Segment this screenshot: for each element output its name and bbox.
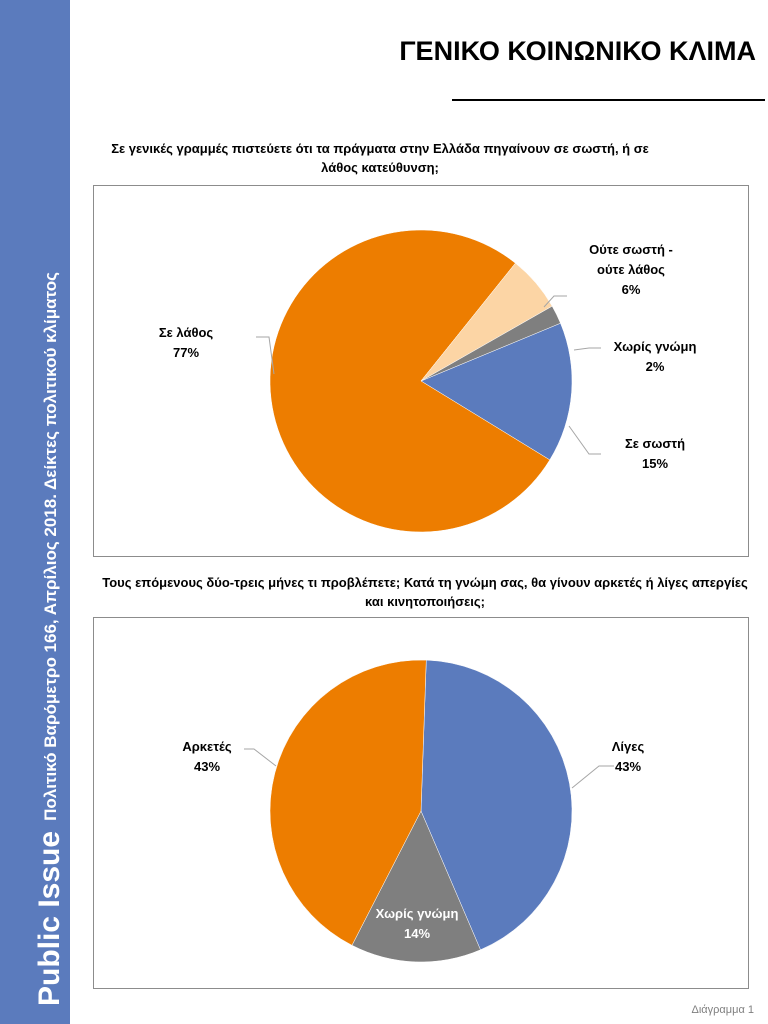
chart2-value-λιγες: 43% [615, 759, 641, 774]
chart2-leader-line-0 [571, 765, 614, 789]
chart1-slice-3 [420, 305, 561, 382]
chart1-label-χωρις-γνωμη: Χωρίς γνώμη [614, 339, 697, 354]
chart1-question: Σε γενικές γραμμές πιστεύετε ότι τα πράγ… [111, 141, 649, 175]
chart1-label-ουτε-σωστη-ουτε-λαθος-0: Ούτε σωστή - [589, 242, 673, 257]
chart1-slice-1 [269, 229, 551, 533]
chart2-svg: Λίγες 43% Χωρίς γνώμη 14% Αρκετές 43% [182, 659, 645, 963]
chart1-value-σε-σωστη: 15% [642, 456, 668, 471]
chart1-svg: Ούτε σωστή - ούτε λάθος 6% Σε λάθος 77% Χωρίς… [159, 229, 697, 533]
chart1-leader-line-1 [256, 336, 275, 375]
chart2-slice-0 [420, 659, 573, 951]
chart1-label-σε-λαθος: Σε λάθος [159, 325, 214, 340]
chart1-value-χωρις-γνωμη: 2% [646, 359, 665, 374]
chart1-value-σε-λαθος: 77% [173, 345, 199, 360]
chart2-label-χωρις-γνωμη: Χωρίς γνώμη [376, 906, 459, 921]
chart1-frame: Ούτε σωστή - ούτε λάθος 6% Σε λάθος 77% Χωρίς… [93, 185, 749, 557]
chart2-slice-1 [351, 810, 481, 963]
chart2-label-αρκετες: Αρκετές [182, 739, 232, 754]
chart1-value-ουτε-σωστη-ουτε-λαθος: 6% [622, 282, 641, 297]
chart1-label-ουτε-σωστη-ουτε-λαθος-1: ούτε λάθος [597, 262, 665, 277]
chart2-leader-line-2 [244, 748, 277, 767]
chart2-slice-2 [269, 659, 427, 946]
chart1-label-σε-σωστη: Σε σωστή [625, 436, 685, 451]
page-title: ΓΕΝΙΚΟ ΚΟΙΝΩΝΙΚΟ ΚΛΙΜΑ [399, 36, 756, 66]
chart1-leader-line-0 [568, 425, 601, 455]
chart2-value-χωρις-γνωμη: 14% [404, 926, 430, 941]
chart1-slice-0 [420, 322, 573, 461]
chart1-leader-line-3 [573, 347, 601, 351]
figure-number: Διάγραμμα 1 [691, 1004, 754, 1016]
title-underline [452, 99, 765, 101]
chart2-frame: Λίγες 43% Χωρίς γνώμη 14% Αρκετές 43% [93, 617, 749, 989]
sidebar-text: Public Issue Πολιτικό Βαρόμετρο 166, Απρί… [33, 272, 66, 1006]
chart2-value-αρκετες: 43% [194, 759, 220, 774]
brand-name: Public Issue [33, 830, 66, 1006]
chart1-leader-line-2 [543, 295, 567, 308]
sidebar: Public Issue Πολιτικό Βαρόμετρο 166, Απρί… [0, 0, 70, 1024]
report-subtitle: Πολιτικό Βαρόμετρο 166, Απρίλιος 2018. Δ… [40, 272, 60, 821]
chart2-label-λιγες: Λίγες [612, 739, 645, 754]
chart2-question: Τους επόμενους δύο-τρεις μήνες τι προβλέ… [102, 575, 748, 609]
